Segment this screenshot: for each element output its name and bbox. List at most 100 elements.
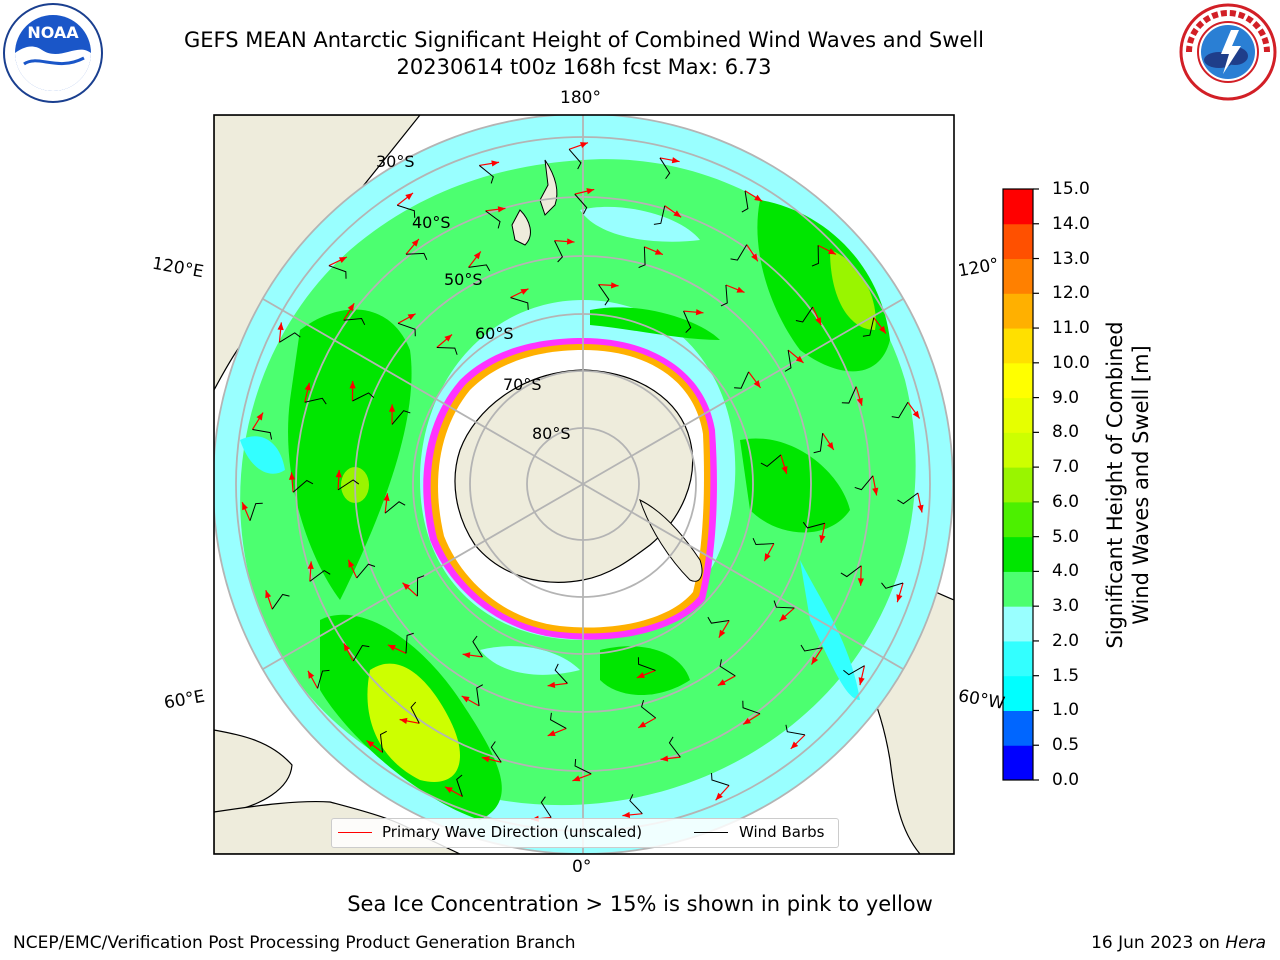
lat-label-80s: 80°S — [532, 424, 571, 443]
wave-direction-arrowhead — [387, 644, 396, 651]
wave-direction-arrowhead — [411, 239, 419, 247]
wind-barb — [897, 492, 919, 505]
wave-direction-arrowhead — [288, 472, 296, 480]
wind-barb — [292, 479, 314, 493]
wind-barb — [891, 402, 909, 419]
wind-barb — [397, 204, 416, 218]
wind-barb — [629, 794, 643, 815]
noaa-logo: NOAA — [3, 3, 103, 103]
wind-barb — [640, 699, 656, 719]
wind-barb — [356, 563, 376, 579]
wind-barbs-legend-line — [694, 832, 728, 833]
wave-direction-arrowhead — [857, 578, 864, 586]
wave-direction-arrowhead — [695, 309, 704, 316]
wave-direction-arrowhead — [827, 442, 834, 450]
wind-barb — [881, 582, 904, 589]
wave-direction-arrowhead — [819, 535, 826, 543]
wave-direction-arrowhead — [764, 553, 771, 562]
wave-direction-arrowhead — [718, 629, 726, 638]
wave-direction-arrowhead — [402, 582, 411, 590]
wave-direction-arrowhead — [638, 721, 647, 728]
wind-barb — [785, 724, 806, 736]
wave-direction-arrowhead — [388, 404, 396, 412]
wave-direction-arrowhead — [660, 755, 669, 762]
wave-direction-arrowhead — [343, 643, 351, 652]
wind-barb — [720, 284, 728, 307]
wave-direction-arrowhead — [795, 355, 804, 363]
wind-barb — [554, 663, 568, 684]
wave-direction-legend-line — [338, 832, 372, 833]
colorbar-tick-label: 8.0 — [1052, 422, 1080, 443]
wave-direction-arrowhead — [547, 730, 556, 736]
wave-direction-arrowhead — [444, 786, 453, 794]
colorbar-label: Significant Height of Combined Wind Wave… — [1102, 275, 1154, 695]
wind-barb — [598, 284, 610, 306]
wind-barbs-legend-label: Wind Barbs — [739, 823, 825, 841]
colorbar-segment — [1003, 432, 1033, 468]
noaa-logo-text: NOAA — [27, 23, 79, 42]
lat-label-40s: 40°S — [412, 213, 451, 232]
wave-direction-arrowhead — [872, 487, 879, 496]
colorbar-segment — [1003, 397, 1033, 433]
wave-direction-arrowhead — [256, 412, 264, 421]
wind-barb — [683, 310, 692, 333]
wave-direction-arrowhead — [461, 696, 470, 703]
wave-direction-arrowhead — [754, 194, 763, 202]
wind-barb — [784, 349, 792, 372]
footer-date: 16 Jun 2023 on Hera — [1091, 932, 1266, 954]
wind-barb — [485, 210, 501, 229]
wind-barb — [456, 774, 463, 797]
lon-label-bottom: 0° — [572, 857, 592, 877]
colorbar-tick-label: 14.0 — [1052, 213, 1090, 234]
wave-direction-arrowhead — [277, 322, 284, 331]
wave-direction-arrowhead — [671, 157, 680, 164]
colorbar-tick-label: 13.0 — [1052, 248, 1090, 269]
wave-direction-arrows — [241, 142, 924, 822]
colorbar-segment — [1003, 258, 1033, 294]
footer-date-text: 16 Jun 2023 on — [1091, 933, 1226, 953]
wind-barb — [752, 537, 774, 546]
chart-title: GEFS MEAN Antarctic Significant Height o… — [183, 28, 985, 52]
colorbar-segment — [1003, 223, 1033, 260]
colorbar-segment — [1003, 293, 1033, 329]
wave-direction-arrowhead — [815, 317, 822, 326]
wind-barb — [653, 205, 666, 225]
colorbar-segment — [1003, 640, 1033, 677]
wind-barb — [841, 386, 857, 404]
wind-barb — [711, 772, 730, 786]
wave-direction-arrowhead — [586, 188, 595, 195]
wave-direction-arrowhead — [348, 559, 355, 568]
wind-barb — [468, 264, 491, 272]
colorbar-segment — [1003, 571, 1033, 607]
wind-barb — [405, 632, 414, 654]
nws-logo — [1179, 3, 1277, 101]
map-frame — [213, 114, 955, 855]
colorbar-tick-label: 11.0 — [1052, 318, 1090, 339]
wave-direction-arrowhead — [751, 253, 758, 262]
wind-barb — [719, 659, 736, 677]
wave-direction-arrowhead — [896, 594, 903, 603]
wind-barb — [637, 657, 656, 671]
wind-barb — [379, 730, 387, 753]
wave-direction-arrowhead — [347, 303, 355, 312]
wind-barb — [707, 616, 730, 624]
wind-barb — [476, 684, 484, 706]
wave-direction-arrowhead — [856, 397, 863, 406]
wave-direction-arrowhead — [579, 142, 588, 149]
footer-host: Hera — [1225, 933, 1266, 953]
lat-label-60s: 60°S — [475, 324, 514, 343]
wave-direction-arrowhead — [790, 741, 799, 749]
wind-barb — [741, 190, 749, 213]
wind-barb — [352, 644, 370, 662]
wind-barb — [405, 252, 428, 260]
wave-direction-arrowhead — [473, 251, 481, 260]
colorbar-segment — [1003, 467, 1033, 503]
colorbar-tick-label: 2.0 — [1052, 630, 1080, 651]
wave-direction-arrowhead — [307, 670, 315, 679]
wave-direction-arrowhead — [912, 410, 920, 419]
wave-direction-arrowhead — [566, 238, 575, 245]
wind-barb — [734, 371, 750, 389]
wave-direction-arrowhead — [611, 282, 619, 289]
wave-direction-arrowhead — [481, 756, 490, 763]
colorbar-frame — [1002, 188, 1034, 781]
